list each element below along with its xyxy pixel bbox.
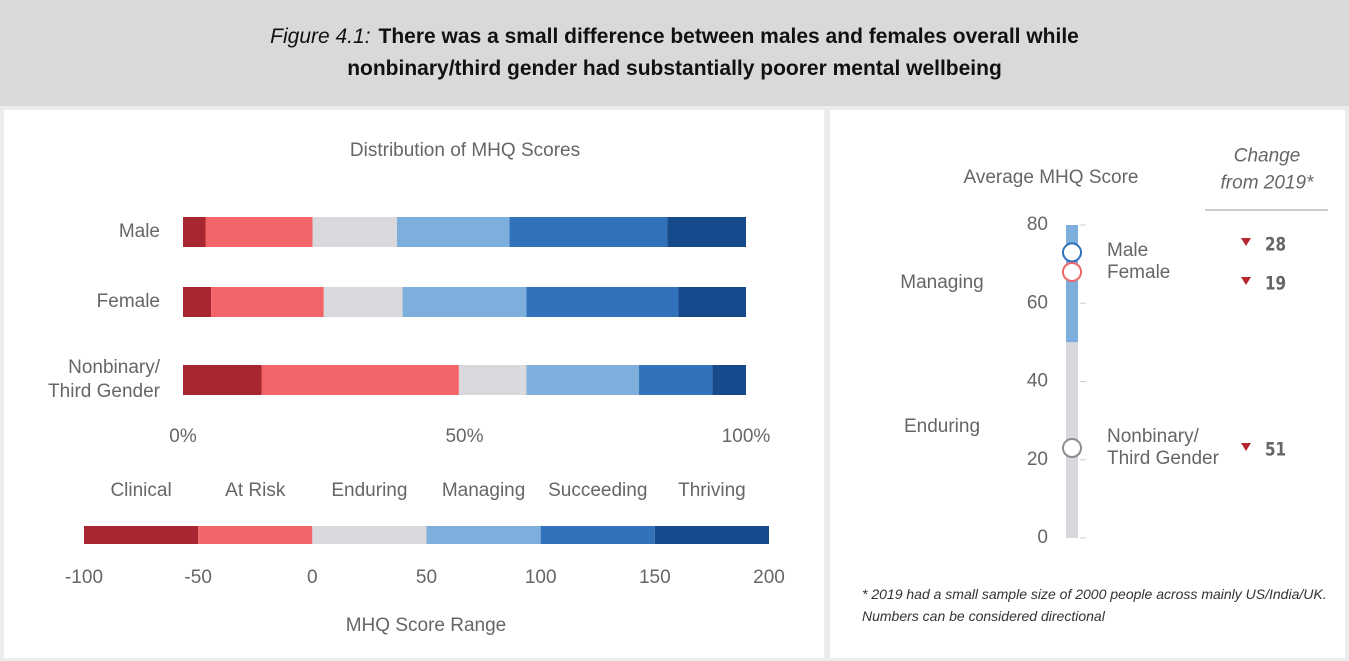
change-arrow bbox=[1241, 238, 1251, 246]
dot bbox=[1062, 438, 1082, 459]
bar-segment bbox=[312, 217, 397, 247]
legend-label: At Risk bbox=[225, 480, 286, 501]
dot bbox=[1062, 261, 1082, 282]
y-tick-label: 20 bbox=[1027, 449, 1048, 470]
y-tick-label: Male bbox=[119, 221, 160, 242]
bar-segment bbox=[667, 217, 746, 247]
change-arrow bbox=[1241, 443, 1251, 451]
scale-segment bbox=[654, 526, 769, 544]
bar-segment bbox=[211, 287, 324, 317]
bar-segment bbox=[712, 365, 746, 395]
change-title: Change from 2019* bbox=[1221, 146, 1315, 194]
change-value: 51 bbox=[1265, 439, 1286, 461]
point-label: Nonbinary/Third Gender bbox=[1107, 426, 1220, 469]
y-tick-label: Female bbox=[97, 291, 160, 312]
y-tick-label: Nonbinary/Third Gender bbox=[48, 357, 161, 402]
y-tick-label: 60 bbox=[1027, 292, 1048, 313]
bar-segment bbox=[205, 217, 313, 247]
x-tick-label: 50% bbox=[445, 426, 483, 447]
figure-title: There was a small difference between mal… bbox=[347, 25, 1079, 80]
legend-label: Managing bbox=[442, 480, 525, 501]
y-tick-label: 40 bbox=[1027, 371, 1048, 392]
bar-segment bbox=[526, 287, 679, 317]
footnote: * 2019 had a small sample size of 2000 p… bbox=[862, 586, 1327, 624]
bar-segment bbox=[678, 287, 746, 317]
x-tick-label: 100% bbox=[722, 426, 771, 447]
zone-label: Managing bbox=[900, 272, 983, 293]
bar-segment bbox=[323, 287, 403, 317]
point-label: Female bbox=[1107, 262, 1170, 283]
legend-label: Succeeding bbox=[548, 480, 647, 501]
legend-label: Clinical bbox=[110, 480, 171, 501]
x-tick-label: 50 bbox=[416, 567, 437, 588]
legend-label: Thriving bbox=[678, 480, 746, 501]
figure-label: Figure 4.1: bbox=[270, 25, 371, 48]
bar-segment bbox=[183, 365, 262, 395]
bar-segment bbox=[509, 217, 668, 247]
bar-segment bbox=[526, 365, 640, 395]
scale-segment bbox=[198, 526, 313, 544]
bar-segment bbox=[183, 217, 206, 247]
zone-label: Enduring bbox=[904, 416, 980, 437]
header-text: Figure 4.1: There was a small difference … bbox=[225, 21, 1125, 85]
bar-segment bbox=[261, 365, 459, 395]
y-tick-label: 80 bbox=[1027, 214, 1048, 235]
dot bbox=[1062, 242, 1082, 263]
change-arrow bbox=[1241, 277, 1251, 285]
bar-segment bbox=[639, 365, 713, 395]
x-tick-label: -100 bbox=[65, 567, 103, 588]
x-tick-label: 200 bbox=[753, 567, 785, 588]
legend-label: Enduring bbox=[331, 480, 407, 501]
point-label: Male bbox=[1107, 240, 1148, 261]
bar-segment bbox=[183, 287, 212, 317]
bar-segment bbox=[458, 365, 527, 395]
x-tick-label: 0 bbox=[307, 567, 318, 588]
right-panel bbox=[830, 110, 1345, 658]
x-tick-label: -50 bbox=[184, 567, 211, 588]
x-axis-label: MHQ Score Range bbox=[346, 615, 507, 636]
chart-title: Distribution of MHQ Scores bbox=[350, 140, 580, 161]
header: Figure 4.1: There was a small difference … bbox=[0, 0, 1349, 106]
x-tick-label: 100 bbox=[525, 567, 557, 588]
bar-segment bbox=[402, 287, 527, 317]
x-tick-label: 0% bbox=[169, 426, 197, 447]
scale-segment bbox=[84, 526, 199, 544]
bar-segment bbox=[396, 217, 510, 247]
x-tick-label: 150 bbox=[639, 567, 671, 588]
chart-title: Average MHQ Score bbox=[964, 167, 1139, 188]
change-value: 28 bbox=[1265, 234, 1286, 256]
scale-segment bbox=[312, 526, 427, 544]
scale-segment bbox=[426, 526, 541, 544]
y-tick-label: 0 bbox=[1037, 527, 1048, 548]
scale-segment bbox=[540, 526, 655, 544]
change-value: 19 bbox=[1265, 273, 1286, 295]
